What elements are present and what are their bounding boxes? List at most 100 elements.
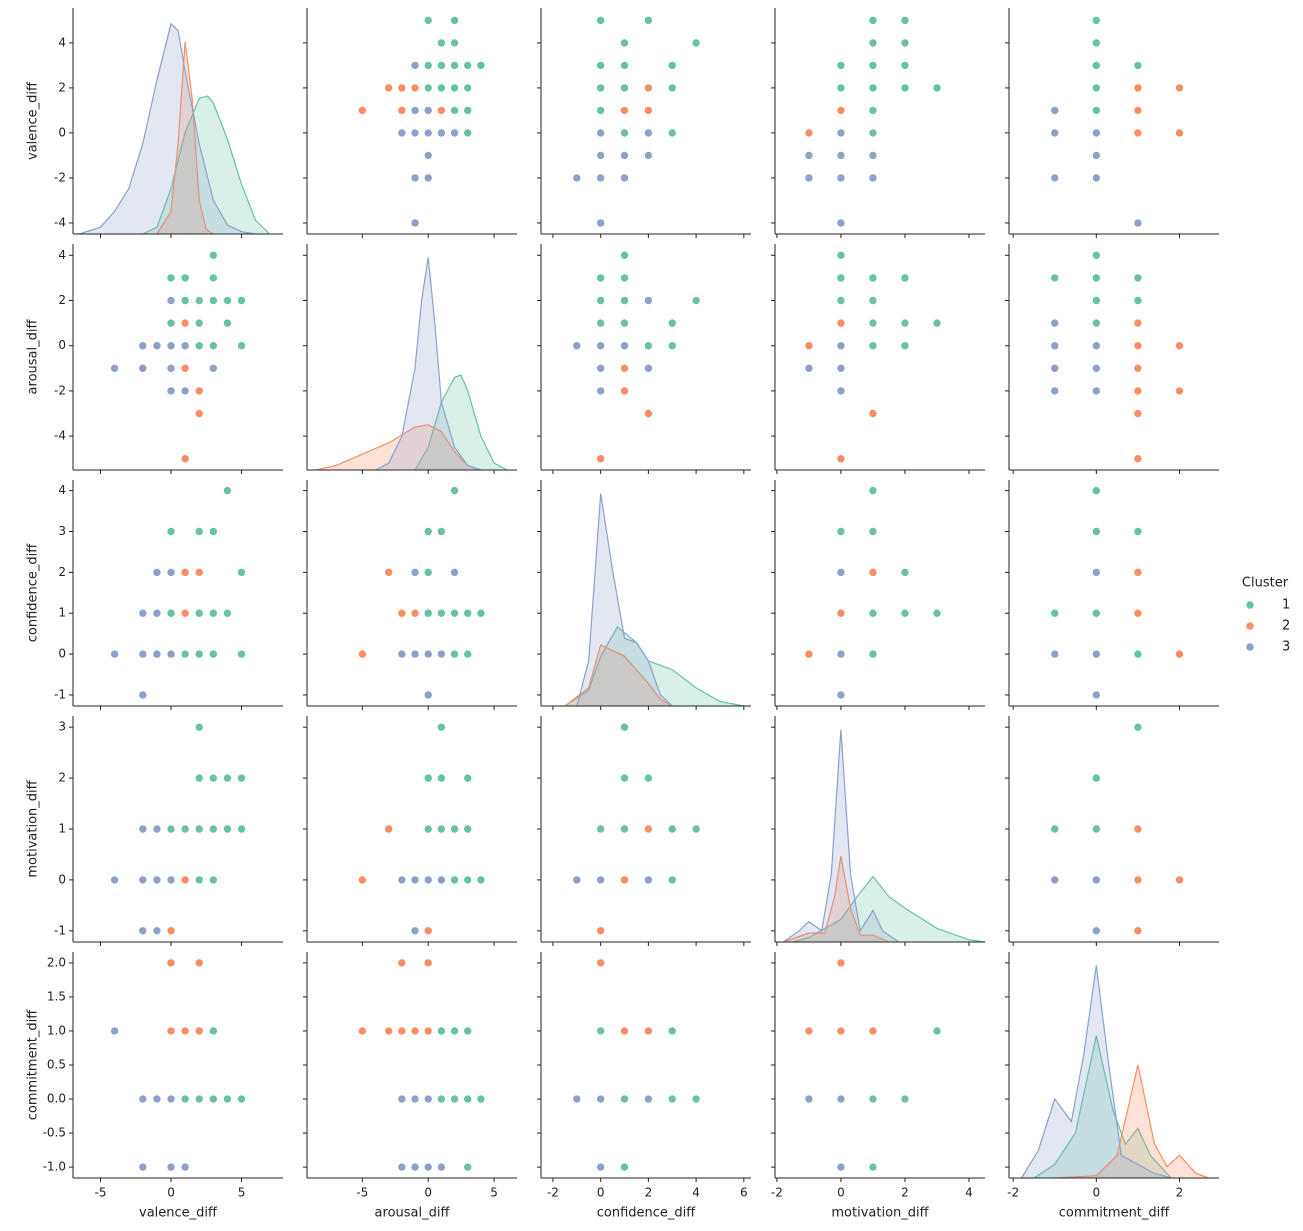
point [194,318,204,328]
point [1050,341,1060,351]
y-tick-label: -1.0 [43,1160,66,1174]
point [138,926,148,936]
point [1133,106,1143,115]
point [836,649,846,659]
point [397,1162,407,1172]
point [1092,296,1101,305]
x-tick-label: 5 [238,1186,246,1200]
x-tick-label: 2 [645,1186,653,1200]
x-tick-label: 4 [965,1186,973,1200]
x-tick-label: 4 [692,1186,700,1200]
point [1133,722,1143,732]
point [1092,38,1101,48]
point [237,824,246,834]
point [194,773,204,783]
point [410,218,420,228]
point [868,296,878,305]
point [644,151,653,160]
point [166,363,176,373]
point [1092,363,1101,373]
point [572,1094,582,1104]
density-line [1033,1035,1172,1179]
point [1050,273,1060,283]
density-area [783,856,889,942]
density-area [375,257,481,470]
point [152,926,162,936]
point [667,1094,677,1104]
point [1175,341,1184,351]
point [932,1026,942,1036]
point [1133,875,1143,885]
y-tick-label: 1.0 [47,1023,66,1037]
y-tick-label: -2 [54,170,66,184]
point [194,1026,204,1036]
point [437,106,446,115]
point [644,128,653,138]
point [804,649,814,659]
point [194,527,204,536]
point [868,608,878,618]
point [804,1026,814,1036]
point [868,486,878,495]
y-tick-label: 3 [58,720,66,734]
point [138,363,148,373]
point [691,824,701,834]
point [596,1162,605,1172]
point [194,1094,204,1104]
x-axis-label: commitment_diff [1059,1206,1170,1221]
point [180,454,190,464]
legend-marker [1245,621,1255,631]
y-tick-label: 1.5 [47,989,66,1003]
point [358,649,367,659]
point [180,875,190,885]
point [138,608,148,618]
point [138,341,148,351]
point [667,128,677,138]
point [1092,486,1101,495]
x-axis-label: arousal_diff [375,1206,451,1221]
point [194,341,204,351]
point [138,1162,148,1172]
y-axis-label: arousal_diff [26,319,41,395]
x-tick-label: 2 [1176,1186,1184,1200]
density-line [576,493,673,707]
density-line [142,95,271,235]
point [423,128,433,138]
x-tick-label: 0 [1093,1186,1101,1200]
point [596,128,605,138]
point [1092,649,1101,659]
legend-marker [1245,600,1255,610]
point [410,926,420,936]
density-line [782,729,899,943]
point [194,386,204,396]
point [476,61,486,70]
point [166,296,176,305]
point [410,875,420,885]
point [194,608,204,618]
point [450,128,459,138]
point [836,218,846,228]
point [138,875,148,885]
point [1092,386,1101,396]
point [691,38,701,48]
point [1092,83,1101,93]
x-tick-label: -2 [547,1186,559,1200]
point [463,1026,473,1036]
point [932,83,942,93]
point [667,318,677,328]
point [1175,83,1184,93]
x-tick-label: 0 [167,1186,175,1200]
point [667,61,677,70]
point [437,875,446,885]
point [223,773,232,783]
point [868,273,878,283]
y-tick-label: -0.5 [43,1126,66,1140]
point [463,106,473,115]
y-tick-label: 1 [58,822,66,836]
point [1133,128,1143,138]
y-tick-label: -4 [54,215,66,229]
point [836,341,846,351]
point [209,527,218,536]
x-axis-label: valence_diff [139,1206,218,1221]
